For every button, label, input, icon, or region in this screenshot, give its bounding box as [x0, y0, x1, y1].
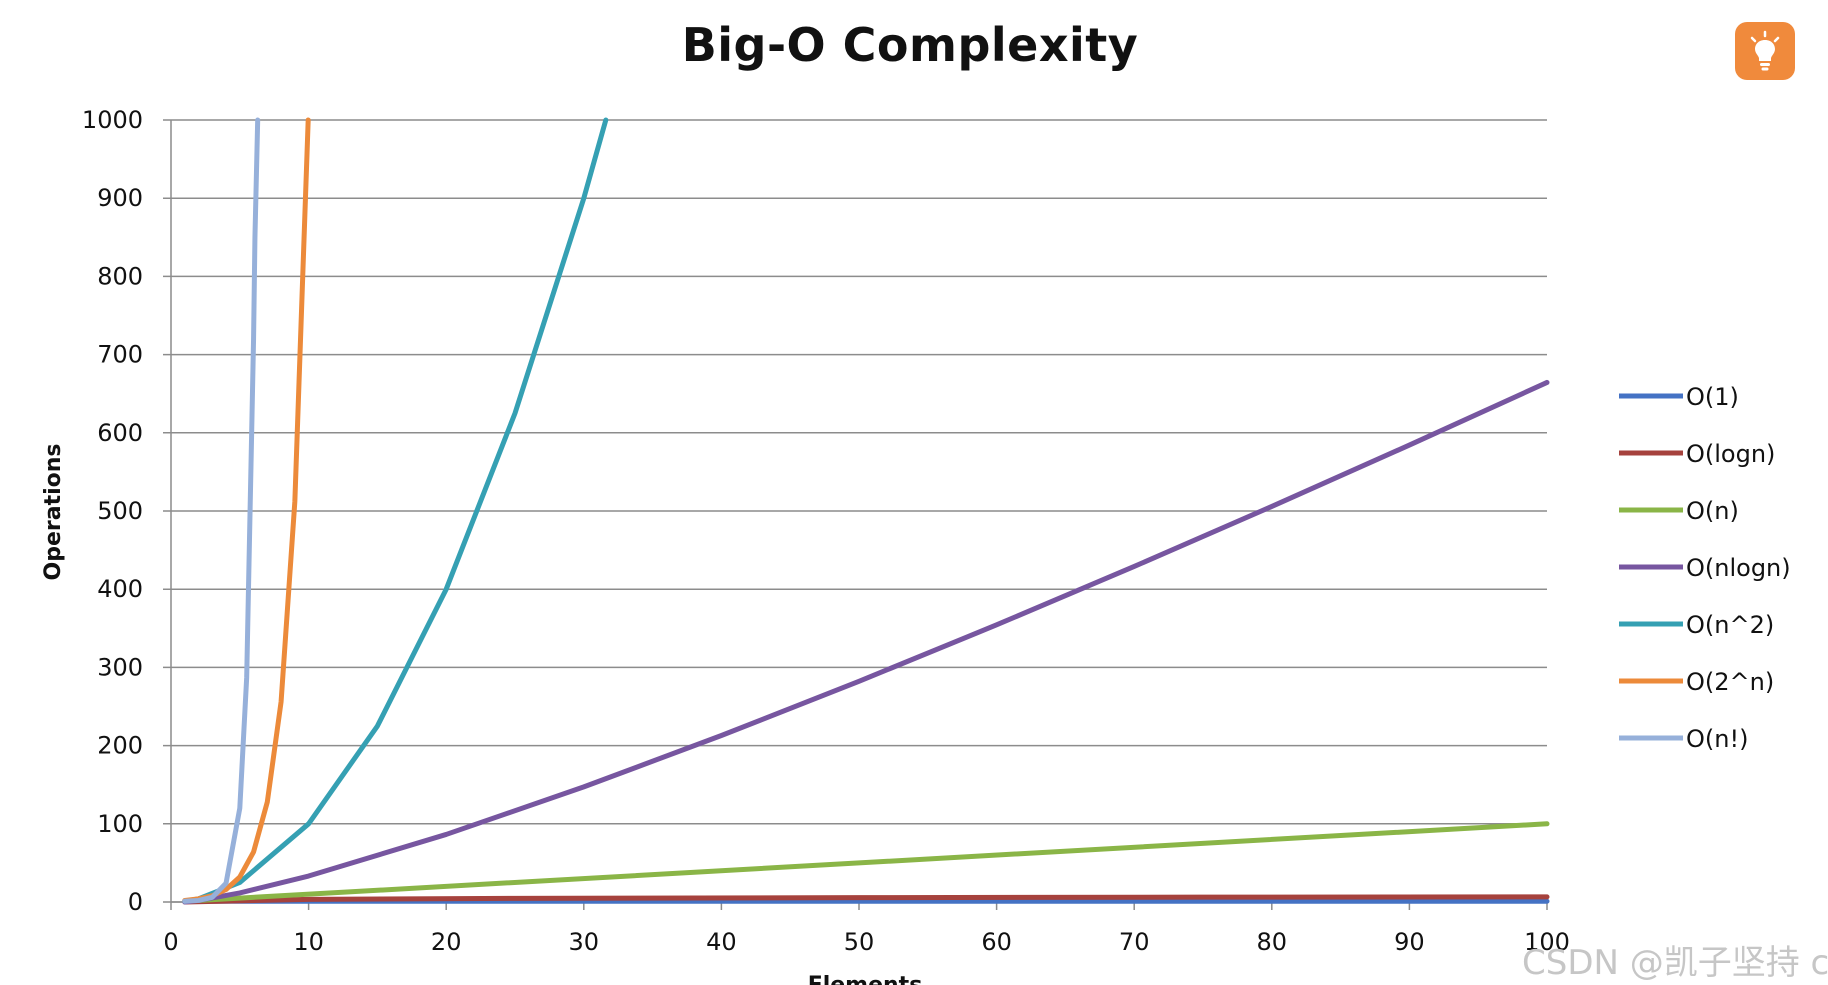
gridlines	[163, 119, 1547, 903]
y-tick-label: 100	[97, 810, 143, 838]
x-tick-label: 80	[1257, 928, 1288, 956]
series-lines	[182, 117, 1550, 905]
y-tick-label: 800	[97, 262, 143, 290]
series-line-2	[182, 821, 1550, 904]
y-tick-label: 300	[97, 653, 143, 681]
legend-label: O(logn)	[1686, 440, 1775, 468]
legend-label: O(1)	[1686, 383, 1739, 411]
legend-item: O(2^n)	[1619, 668, 1774, 696]
legend-item: O(logn)	[1619, 440, 1775, 468]
x-tick-label: 70	[1119, 928, 1150, 956]
y-axis-title: Operations	[41, 444, 66, 581]
legend-label: O(n)	[1686, 497, 1739, 525]
x-tick-label: 20	[431, 928, 462, 956]
legend-item: O(1)	[1619, 383, 1739, 411]
x-tick-label: 90	[1394, 928, 1425, 956]
legend-label: O(n!)	[1686, 725, 1748, 753]
x-tick-label: 50	[844, 928, 875, 956]
legend-item: O(nlogn)	[1619, 554, 1791, 582]
legend-item: O(n!)	[1619, 725, 1748, 753]
x-tick-label: 10	[293, 928, 324, 956]
x-tick-label: 60	[981, 928, 1012, 956]
legend-item: O(n^2)	[1619, 611, 1774, 639]
x-tick-label: 30	[569, 928, 600, 956]
y-tick-label: 500	[97, 497, 143, 525]
tick-labels: 0 100 200 300 400 500 600 700 800 900 1000 0 10 20 30 4…	[82, 106, 1570, 956]
y-tick-label: 400	[97, 575, 143, 603]
legend: O(1) O(logn) O(n) O(nlogn) O(n^2) O(2^n) O(n!)	[1619, 383, 1791, 753]
chart-title: Big-O Complexity	[681, 18, 1139, 72]
x-tick-label: 0	[163, 928, 178, 956]
y-tick-label: 0	[128, 888, 143, 916]
series-line-5	[182, 117, 311, 903]
legend-label: O(2^n)	[1686, 668, 1774, 696]
x-axis-title: Elements	[808, 973, 923, 985]
series-line-3	[182, 379, 1550, 905]
watermark: CSDN @凯子坚持 c	[1522, 943, 1828, 983]
x-tick-label: 100	[1524, 928, 1570, 956]
bulb-button[interactable]	[1735, 22, 1795, 80]
axes	[170, 120, 1548, 910]
legend-item: O(n)	[1619, 497, 1739, 525]
y-tick-label: 1000	[82, 106, 143, 134]
series-line-6	[182, 117, 261, 904]
lightbulb-icon	[1750, 30, 1780, 71]
legend-label: O(n^2)	[1686, 611, 1774, 639]
y-tick-label: 900	[97, 184, 143, 212]
series-line-1	[182, 894, 1550, 905]
y-tick-label: 200	[97, 732, 143, 760]
y-tick-label: 700	[97, 341, 143, 369]
legend-label: O(nlogn)	[1686, 554, 1791, 582]
y-tick-label: 600	[97, 419, 143, 447]
x-tick-label: 40	[706, 928, 737, 956]
